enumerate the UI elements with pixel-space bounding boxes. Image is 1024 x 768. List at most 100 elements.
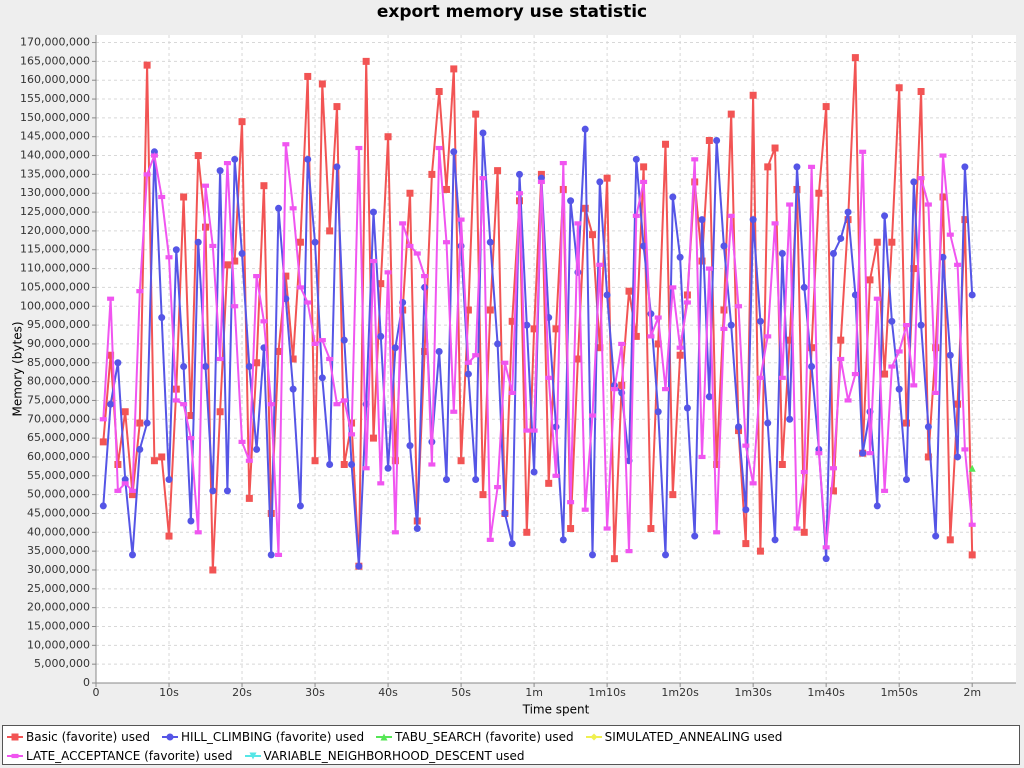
point xyxy=(150,457,158,465)
y-tick-label: 100,000,000 xyxy=(20,299,90,312)
y-tick-label: 135,000,000 xyxy=(20,167,90,180)
point xyxy=(202,363,210,371)
point xyxy=(705,136,713,144)
point xyxy=(910,265,918,273)
point xyxy=(851,371,859,377)
point xyxy=(172,398,180,403)
point xyxy=(296,238,304,246)
legend-label: HILL_CLIMBING (favorite) used xyxy=(181,729,365,744)
point xyxy=(939,153,947,158)
chart: export memory use statistic Time spent M… xyxy=(11,2,1016,717)
point xyxy=(501,509,509,517)
point xyxy=(676,351,684,359)
point xyxy=(245,458,253,463)
point xyxy=(377,280,385,288)
point xyxy=(326,460,334,468)
point xyxy=(968,464,976,472)
point xyxy=(166,733,174,740)
point xyxy=(610,555,618,563)
legend-item: TABU_SEARCH (favorite) used xyxy=(376,727,574,746)
point xyxy=(442,185,450,193)
point xyxy=(618,341,626,347)
point xyxy=(625,287,633,295)
point xyxy=(764,334,772,339)
point xyxy=(275,347,283,355)
point xyxy=(435,145,443,151)
point xyxy=(223,261,231,269)
point xyxy=(961,216,969,224)
point xyxy=(961,447,969,452)
y-tick-label: 165,000,000 xyxy=(20,54,90,67)
point xyxy=(472,476,480,484)
point xyxy=(910,383,918,388)
point xyxy=(479,176,487,181)
point xyxy=(574,355,582,363)
y-tick-label: 90,000,000 xyxy=(27,337,90,350)
point xyxy=(581,125,589,133)
point xyxy=(888,364,896,369)
point xyxy=(946,351,954,359)
point xyxy=(143,61,151,69)
point xyxy=(216,408,224,416)
point xyxy=(669,491,677,499)
point xyxy=(406,189,414,197)
point xyxy=(844,208,852,216)
point xyxy=(472,353,480,358)
point xyxy=(946,232,954,237)
point xyxy=(662,140,670,148)
point xyxy=(428,462,436,467)
x-tick-label: 30s xyxy=(305,686,325,699)
point xyxy=(391,530,399,535)
chart-title: export memory use statistic xyxy=(377,2,647,22)
point xyxy=(625,549,633,554)
point xyxy=(355,145,363,151)
point xyxy=(508,317,516,325)
point xyxy=(603,526,611,531)
point xyxy=(954,262,962,267)
point xyxy=(873,502,881,510)
point xyxy=(683,300,691,305)
legend-item: LATE_ACCEPTANCE (favorite) used xyxy=(7,746,233,765)
point xyxy=(369,258,377,264)
point xyxy=(654,408,662,416)
y-tick-label: 50,000,000 xyxy=(27,488,90,501)
point xyxy=(590,733,598,740)
point xyxy=(713,530,721,535)
point xyxy=(552,473,560,478)
point xyxy=(727,110,735,118)
point xyxy=(143,419,151,427)
point xyxy=(464,306,472,314)
point xyxy=(494,484,502,490)
x-axis-label: Time spent xyxy=(522,703,590,717)
point xyxy=(749,216,757,224)
point xyxy=(486,306,494,314)
point xyxy=(559,160,567,166)
point xyxy=(107,400,115,408)
point xyxy=(355,562,363,570)
point xyxy=(829,487,837,495)
point xyxy=(647,334,655,339)
point xyxy=(662,551,670,559)
point xyxy=(223,160,231,166)
point xyxy=(457,217,465,222)
point xyxy=(231,155,239,163)
point xyxy=(362,466,370,471)
point xyxy=(705,266,713,271)
point xyxy=(844,398,852,403)
point xyxy=(523,321,531,329)
point xyxy=(472,110,480,118)
point xyxy=(450,409,458,414)
point xyxy=(954,453,962,461)
point xyxy=(756,317,764,325)
point xyxy=(435,88,443,96)
point xyxy=(771,221,779,226)
point xyxy=(121,481,129,486)
point xyxy=(326,227,334,235)
x-tick-label: 20s xyxy=(232,686,252,699)
point xyxy=(559,536,567,544)
point xyxy=(822,545,830,550)
point xyxy=(289,385,297,393)
point xyxy=(545,375,553,380)
point xyxy=(917,88,925,96)
point xyxy=(589,231,597,239)
